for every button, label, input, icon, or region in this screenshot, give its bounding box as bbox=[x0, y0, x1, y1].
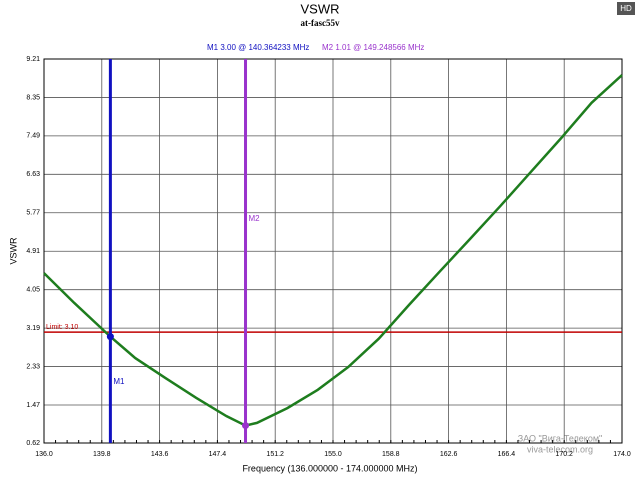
chart-subtitle: at-fasc55v bbox=[301, 18, 340, 28]
marker-label: M1 bbox=[113, 377, 125, 386]
x-tick-label: 162.6 bbox=[440, 451, 458, 458]
y-axis-label: VSWR bbox=[8, 237, 18, 265]
marker-label: M2 bbox=[249, 214, 261, 223]
hd-button[interactable] bbox=[617, 2, 635, 15]
y-tick-label: 3.19 bbox=[26, 325, 40, 332]
x-axis-label: Frequency (136.000000 - 174.000000 MHz) bbox=[242, 463, 417, 473]
x-tick-label: 166.4 bbox=[498, 451, 516, 458]
limit-label: Limit: 3.10 bbox=[46, 324, 78, 331]
x-tick-label: 136.0 bbox=[35, 451, 53, 458]
x-tick-label: 155.0 bbox=[324, 451, 342, 458]
x-tick-label: 143.6 bbox=[151, 451, 169, 458]
y-tick-label: 1.47 bbox=[26, 402, 40, 409]
y-tick-label: 9.21 bbox=[26, 56, 40, 63]
hd-label[interactable]: HD bbox=[620, 4, 632, 13]
y-tick-label: 4.05 bbox=[26, 287, 40, 294]
y-tick-label: 2.33 bbox=[26, 363, 40, 370]
series-line bbox=[43, 74, 623, 427]
marker-point bbox=[106, 333, 114, 341]
y-tick-label: 4.91 bbox=[26, 248, 40, 255]
x-tick-label: 147.4 bbox=[209, 451, 227, 458]
chart-title: VSWR bbox=[301, 1, 340, 16]
x-tick-label: 174.0 bbox=[613, 451, 631, 458]
watermark-company: ЗАО "Вига-Телеком" bbox=[518, 433, 602, 443]
x-tick-label: 170.2 bbox=[555, 451, 573, 458]
y-tick-label: 6.63 bbox=[26, 171, 40, 178]
y-tick-label: 0.62 bbox=[26, 440, 40, 447]
marker-point bbox=[242, 422, 250, 430]
marker-readout: M1 3.00 @ 140.364233 MHz bbox=[207, 43, 309, 52]
plot-frame bbox=[43, 58, 623, 444]
y-tick-label: 5.77 bbox=[26, 210, 40, 217]
y-tick-label: 7.49 bbox=[26, 133, 40, 140]
watermark-site: viva-telecom.org bbox=[527, 444, 593, 454]
y-tick-label: 8.35 bbox=[26, 94, 40, 101]
marker-readout: M2 1.01 @ 149.248566 MHz bbox=[322, 43, 424, 52]
x-tick-label: 151.2 bbox=[266, 451, 284, 458]
x-tick-label: 158.8 bbox=[382, 451, 400, 458]
x-tick-label: 139.8 bbox=[93, 451, 111, 458]
